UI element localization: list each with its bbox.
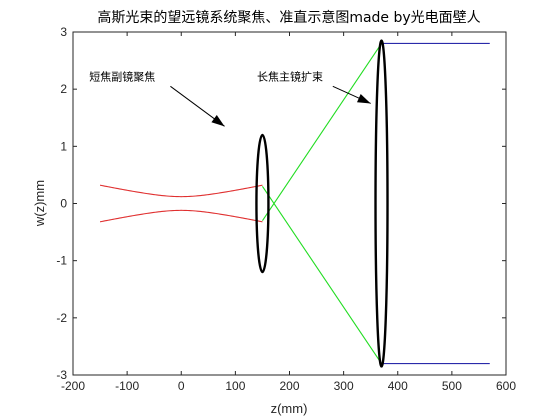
y-tick-label: -2: [56, 311, 67, 325]
y-tick-label: -1: [56, 254, 67, 268]
lens-layer: [255, 39, 389, 368]
annotation-label: 短焦副镜聚焦: [89, 70, 155, 84]
y-axis-label: w(z)mm: [32, 180, 47, 227]
annotation-label: 长焦主镜扩束: [257, 70, 323, 84]
series-line-beam-envelope-lower: [99, 209, 263, 223]
chart-title: 高斯光束的望远镜系统聚焦、准直示意图made by光电面壁人: [97, 9, 480, 26]
x-tick-label: 300: [334, 379, 354, 393]
y-tick-label: 2: [60, 82, 67, 96]
lens-2: [374, 39, 389, 368]
annotation-layer: 短焦副镜聚焦 长焦主镜扩束: [89, 70, 371, 127]
lens-1: [255, 133, 270, 274]
x-axis-label: z(mm): [271, 401, 308, 416]
series-line-expanded-ray-lower: [261, 186, 382, 364]
plot-area: [72, 31, 507, 376]
x-tick-label: 600: [496, 379, 516, 393]
axis-ticks: -200 -100 0 100 200 300 400 500 600 -3 -2 -1 0 1 2 3: [56, 25, 516, 393]
arrow-head-icon: [356, 93, 371, 104]
series-layer: [99, 42, 490, 365]
series-line-beam-envelope-upper: [99, 184, 263, 198]
x-tick-label: 400: [388, 379, 408, 393]
arrow-head-icon: [211, 114, 225, 127]
x-tick-label: 200: [279, 379, 299, 393]
y-tick-label: 1: [60, 139, 67, 153]
x-tick-label: 100: [225, 379, 245, 393]
y-tick-label: -3: [56, 368, 67, 382]
y-tick-label: 3: [60, 25, 67, 39]
x-tick-label: -100: [115, 379, 139, 393]
y-tick-label: 0: [60, 197, 67, 211]
x-tick-label: 0: [178, 379, 185, 393]
series-line-expanded-ray-upper: [261, 43, 382, 221]
x-tick-label: 500: [442, 379, 462, 393]
x-tick-label: -200: [61, 379, 85, 393]
